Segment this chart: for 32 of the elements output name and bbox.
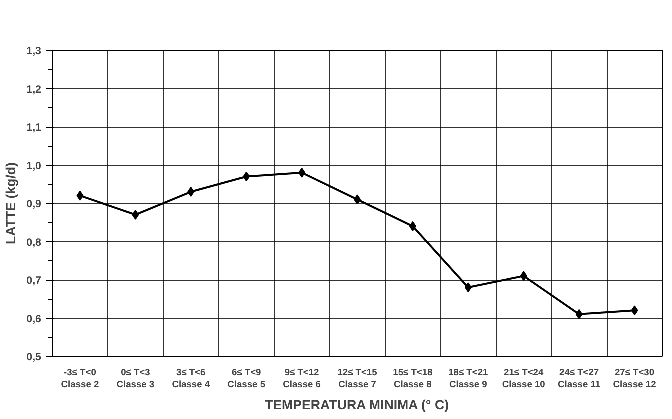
y-tick-label: 1,2 [26, 84, 42, 96]
x-tick-label: 12≤ T<15 Classe 7 [338, 368, 378, 390]
x-tick-label: 0≤ T<3 Classe 3 [116, 368, 155, 390]
y-tick-label: 1,1 [26, 122, 42, 134]
point [243, 172, 250, 182]
y-tick-label: 1,0 [26, 160, 42, 172]
y-tick-label: 0,6 [26, 313, 42, 326]
x-tick-label: 24≤ T<27 Classe 11 [558, 368, 601, 390]
x-tick-label: 21≤ T<24 Classe 10 [502, 368, 546, 390]
point [132, 210, 140, 220]
point [409, 221, 416, 232]
x-tick-label: 9≤ T<12 Classe 6 [283, 368, 321, 390]
point [631, 306, 638, 316]
x-tick-label: 15≤ T<18 Classe 8 [393, 368, 433, 390]
x-tick-label: 27≤ T<30 Classe 12 [613, 368, 656, 390]
y-tick-label: 1,3 [26, 46, 42, 58]
y-tick-label: 0,8 [26, 236, 42, 249]
y-tick-label: 0,7 [26, 275, 42, 287]
x-tick-label: 18≤ T<21 Classe 9 [448, 368, 488, 390]
y-tick-label: 0,9 [26, 198, 42, 210]
point [576, 309, 583, 320]
x-axis-title: TEMPERATURA MINIMA (° C) [265, 398, 450, 412]
point [76, 190, 84, 201]
point [520, 271, 528, 282]
point [298, 168, 306, 178]
point [464, 282, 472, 293]
y-tick-label: 0,5 [26, 352, 42, 364]
x-tick-label: 6≤ T<9 Classe 5 [228, 368, 266, 390]
y-axis-title: LATTE (kg/d) [4, 162, 19, 244]
x-tick-label: 3≤ T<6 Classe 4 [172, 368, 211, 390]
x-tick-label: -3≤ T<0 Classe 2 [61, 368, 100, 390]
point [188, 187, 195, 198]
